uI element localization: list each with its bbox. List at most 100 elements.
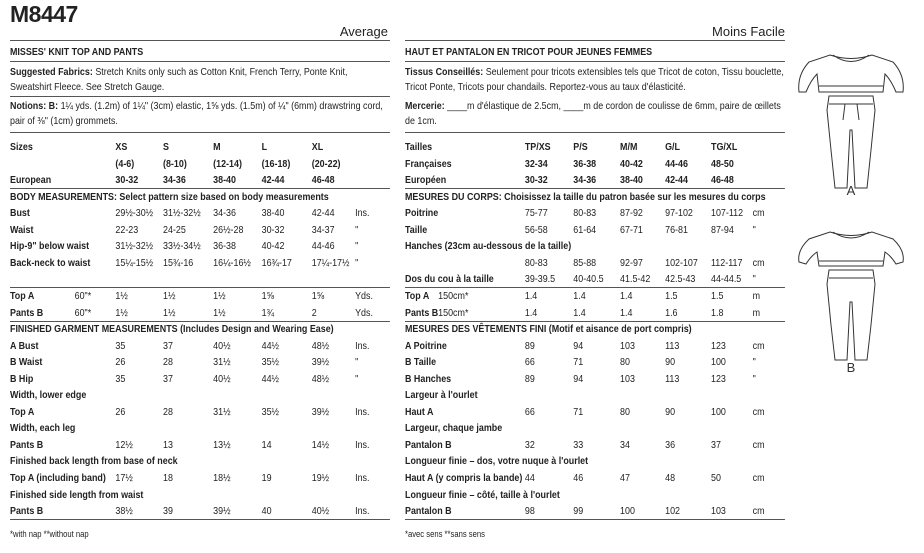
cell-value: 1.6 <box>665 306 678 319</box>
cell-value: G/L <box>665 141 680 153</box>
cell-value: 80 <box>620 356 630 369</box>
cell-value: 76-81 <box>665 223 688 236</box>
rule <box>10 519 390 521</box>
cell-value: 30-32 <box>524 174 548 187</box>
section-title: HAUT ET PANTALON EN TRICOT POUR JEUNES F… <box>405 46 653 58</box>
cell-value: 123 <box>711 339 726 352</box>
cell-value: 112-117 <box>711 256 743 269</box>
cell-value: 41.5-42 <box>620 273 651 286</box>
cell-value: L <box>261 141 268 153</box>
cell-value: cm <box>752 256 765 269</box>
rule <box>10 132 390 133</box>
cell-value: 1.5 <box>711 289 724 302</box>
cell-value: 40½ <box>311 505 330 518</box>
cell-value: 19 <box>261 472 272 484</box>
cell-value: cm <box>752 207 765 220</box>
cell-value: 67-71 <box>620 223 643 236</box>
fabrics-label: Tissus Conseillés: <box>405 66 484 78</box>
cell-value: 90 <box>665 356 676 369</box>
row-label: FINISHED GARMENT MEASUREMENTS (Includes … <box>10 323 334 336</box>
row-label: B Hanches <box>405 372 452 385</box>
cell-value: 39½ <box>311 405 330 418</box>
cell-value: 31½-32½ <box>163 207 201 220</box>
cell-value: 24-25 <box>163 223 186 236</box>
cell-value: 42-44 <box>261 174 285 187</box>
cell-value: 46-48 <box>311 174 335 187</box>
cell-value: 22-23 <box>115 223 139 236</box>
cell-value: cm <box>752 472 765 484</box>
cell-value: m <box>752 306 761 319</box>
view-label: B <box>847 360 856 375</box>
cell-value: m <box>752 289 761 302</box>
cell-value: Ins. <box>355 472 370 484</box>
cell-value: Ins. <box>355 207 370 220</box>
cell-value: (20-22) <box>311 157 341 170</box>
cell-value: 33½-34½ <box>163 240 201 253</box>
cell-value: 31½ <box>213 405 231 418</box>
cell-value: 30-32 <box>115 174 139 187</box>
rule <box>10 61 390 62</box>
cell-value: 32 <box>524 438 535 451</box>
cell-value: 36-38 <box>573 157 597 170</box>
cell-value: 1½ <box>213 306 226 319</box>
cell-value: 28 <box>163 405 173 418</box>
cell-value: 42-44 <box>311 207 335 220</box>
cell-value: 26 <box>115 405 126 418</box>
cell-value: 94 <box>573 372 584 385</box>
row-label: Haut A (y compris la bande) <box>405 472 523 484</box>
cell-value: 61-64 <box>573 223 597 236</box>
french-column: HAUT ET PANTALON EN TRICOT POUR JEUNES F… <box>405 0 785 553</box>
cell-value: M <box>213 141 221 153</box>
cell-value: 38½ <box>115 505 133 518</box>
row-label: Largeur à l'ourlet <box>405 389 478 402</box>
cell-value: 1½ <box>163 306 176 319</box>
row-label: Haut A <box>405 405 434 418</box>
cell-value: 35½ <box>261 405 279 418</box>
cell-value: 37 <box>163 372 173 385</box>
cell-value: 102 <box>665 505 681 518</box>
row-label: Width, lower edge <box>10 389 87 402</box>
cell-value: 1.4 <box>524 306 538 319</box>
cell-value: 35 <box>115 372 126 385</box>
row-label: Françaises <box>405 157 452 170</box>
rule <box>405 519 785 521</box>
notions-text: 1¼ yds. (1.2m) of 1¼" (3cm) elastic, 1⅝ … <box>10 100 383 127</box>
cell-value: 16¾-17 <box>261 256 292 269</box>
cell-value: 48½ <box>311 372 330 385</box>
cell-value: (4-6) <box>115 157 135 170</box>
row-label: Pantalon B <box>405 505 452 518</box>
cell-value: 48½ <box>311 339 330 352</box>
cell-value: 89 <box>524 372 535 385</box>
cell-value: 40-40.5 <box>573 273 604 286</box>
cell-value: 60"* <box>74 289 92 302</box>
cell-value: 71 <box>573 356 584 369</box>
rule <box>10 188 390 190</box>
row-label: Bust <box>10 207 30 220</box>
cell-value: 102-107 <box>665 256 698 269</box>
cell-value: 56-58 <box>524 223 548 236</box>
cell-value: " <box>355 372 359 385</box>
cell-value: 31½-32½ <box>115 240 154 253</box>
cell-value: 34-36 <box>213 207 236 220</box>
cell-value: 97-102 <box>665 207 693 220</box>
notions: Mercerie: ____m d'élastique de 2.5cm, __… <box>405 99 785 129</box>
cell-value: 44½ <box>261 372 279 385</box>
cell-value: cm <box>752 505 765 518</box>
level-en: Average <box>339 24 388 39</box>
cell-value: (12-14) <box>213 157 242 170</box>
cell-value: 37 <box>163 339 173 352</box>
cell-value: P/S <box>573 141 588 153</box>
cell-value: 80-83 <box>524 256 548 269</box>
cell-value: 13½ <box>213 438 231 451</box>
cell-value: 37 <box>711 438 721 451</box>
cell-value: (8-10) <box>163 157 187 170</box>
level-fr: Moins Facile <box>712 24 785 39</box>
cell-value: 46 <box>573 472 584 484</box>
cell-value: 38-40 <box>261 207 285 220</box>
cell-value: Ins. <box>355 505 370 518</box>
cell-value: 100 <box>620 505 635 518</box>
cell-value: 1½ <box>115 306 128 319</box>
footnote: *avec sens **sans sens <box>405 529 485 539</box>
cell-value: Ins. <box>355 438 370 451</box>
